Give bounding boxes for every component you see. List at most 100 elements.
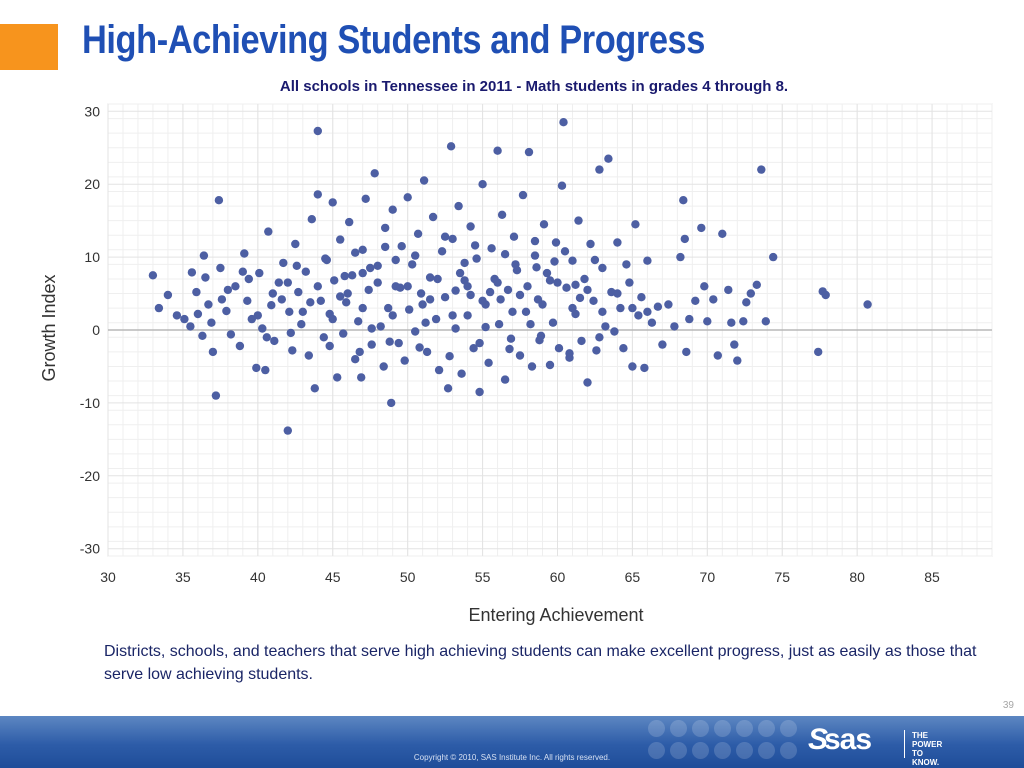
data-point: [448, 234, 457, 244]
orange-accent-block: [0, 24, 58, 70]
data-point: [577, 336, 586, 346]
data-point: [387, 398, 396, 408]
data-point: [325, 341, 334, 351]
data-point: [403, 282, 412, 291]
data-point: [559, 118, 568, 127]
data-point: [601, 322, 610, 331]
data-point: [451, 324, 460, 333]
y-tick-label: 10: [84, 249, 100, 265]
data-point: [243, 296, 252, 305]
data-point: [451, 286, 460, 295]
data-point: [613, 289, 622, 298]
data-point: [355, 347, 364, 357]
data-point: [466, 222, 475, 231]
data-point: [545, 360, 555, 370]
data-point: [288, 346, 297, 355]
data-point: [493, 278, 502, 287]
data-point: [616, 303, 625, 313]
data-point: [538, 300, 547, 309]
slide-subtitle: All schools in Tennessee in 2011 - Math …: [279, 78, 789, 95]
y-tick-label: -30: [80, 541, 100, 557]
data-point: [518, 190, 528, 200]
data-point: [590, 255, 600, 265]
data-point: [336, 235, 345, 244]
data-point: [330, 276, 339, 285]
data-point: [222, 306, 231, 316]
data-point: [469, 344, 478, 353]
x-tick-label: 60: [550, 569, 566, 585]
data-point: [487, 244, 496, 253]
data-point: [493, 146, 502, 155]
slide-caption: Districts, schools, and teachers that se…: [104, 643, 977, 683]
data-point: [752, 280, 761, 289]
data-point: [244, 274, 253, 284]
data-point: [376, 322, 385, 331]
data-point: [457, 369, 466, 378]
data-point: [440, 232, 450, 241]
data-point: [568, 303, 577, 313]
data-point: [313, 282, 322, 291]
data-point: [192, 287, 201, 297]
data-point: [283, 426, 292, 435]
data-point: [863, 300, 872, 309]
data-point: [769, 252, 778, 262]
data-point: [545, 276, 555, 285]
data-point: [247, 314, 256, 324]
data-point: [319, 333, 328, 342]
data-point: [580, 274, 589, 284]
y-tick-label: -10: [80, 395, 100, 411]
data-point: [358, 245, 367, 254]
data-point: [643, 307, 652, 316]
data-point: [448, 311, 457, 320]
x-tick-label: 35: [175, 569, 191, 585]
data-point: [361, 194, 370, 203]
data-point: [231, 282, 240, 291]
data-point: [515, 290, 525, 300]
data-point: [373, 278, 382, 287]
data-point: [163, 290, 173, 300]
data-point: [565, 349, 574, 358]
data-point: [443, 384, 453, 393]
y-tick-label: 0: [92, 322, 100, 338]
data-point: [204, 300, 213, 309]
data-point: [186, 322, 195, 331]
data-point: [530, 236, 540, 246]
data-point: [628, 303, 637, 313]
data-point: [367, 340, 376, 349]
data-point: [379, 362, 388, 371]
data-point: [425, 295, 435, 304]
data-point: [240, 249, 249, 258]
data-point: [348, 271, 357, 280]
data-point: [598, 263, 607, 273]
data-point: [647, 318, 657, 327]
data-point: [351, 355, 360, 364]
data-point: [658, 340, 667, 349]
data-point: [148, 271, 158, 280]
data-point: [539, 220, 549, 229]
data-point: [532, 263, 541, 272]
data-point: [742, 298, 751, 307]
data-point: [463, 311, 472, 320]
data-point: [697, 223, 706, 233]
data-point: [187, 268, 197, 277]
data-point: [445, 352, 454, 361]
data-point: [201, 273, 210, 282]
data-point: [526, 320, 535, 329]
copyright-notice: Copyright © 2010, SAS Institute Inc. All…: [413, 753, 611, 762]
data-point: [664, 300, 673, 309]
data-point: [397, 242, 406, 251]
data-point: [313, 190, 322, 199]
data-point: [500, 375, 510, 384]
data-point: [523, 282, 532, 291]
data-point: [440, 293, 450, 302]
data-point: [503, 285, 513, 295]
data-point: [589, 296, 598, 305]
data-point: [640, 363, 649, 373]
data-point: [370, 169, 379, 178]
data-point: [625, 278, 634, 287]
data-point: [730, 340, 739, 349]
data-point: [154, 303, 164, 313]
data-point: [586, 239, 595, 249]
data-point: [727, 318, 736, 327]
y-axis-label: Growth Index: [39, 274, 59, 381]
